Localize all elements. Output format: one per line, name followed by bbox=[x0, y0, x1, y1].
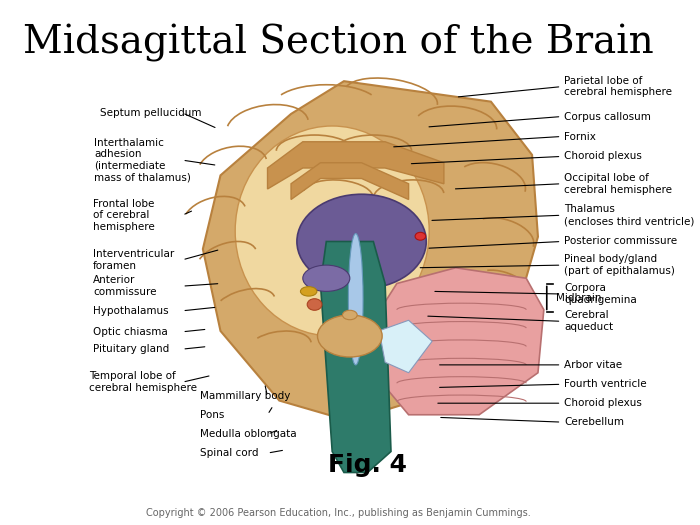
Ellipse shape bbox=[342, 310, 357, 320]
Text: Optic chiasma: Optic chiasma bbox=[93, 327, 168, 337]
Ellipse shape bbox=[300, 287, 317, 296]
Ellipse shape bbox=[307, 299, 322, 310]
Ellipse shape bbox=[349, 234, 363, 365]
Text: Anterior
commissure: Anterior commissure bbox=[93, 275, 156, 297]
Text: Copyright © 2006 Pearson Education, Inc., publishing as Benjamin Cummings.: Copyright © 2006 Pearson Education, Inc.… bbox=[146, 508, 531, 519]
Text: Posterior commissure: Posterior commissure bbox=[564, 236, 678, 247]
Ellipse shape bbox=[235, 126, 429, 336]
Ellipse shape bbox=[297, 194, 426, 289]
Text: Interthalamic
adhesion
(intermediate
mass of thalamus): Interthalamic adhesion (intermediate mas… bbox=[94, 138, 191, 183]
Text: Cerebral
aqueduct: Cerebral aqueduct bbox=[564, 310, 613, 332]
Text: Fourth ventricle: Fourth ventricle bbox=[564, 379, 647, 390]
Text: Hypothalamus: Hypothalamus bbox=[93, 306, 169, 316]
Text: Arbor vitae: Arbor vitae bbox=[564, 360, 622, 370]
Text: Occipital lobe of
cerebral hemisphere: Occipital lobe of cerebral hemisphere bbox=[564, 173, 673, 195]
Text: Pituitary gland: Pituitary gland bbox=[93, 344, 169, 354]
Text: Corpora
quadrigemina: Corpora quadrigemina bbox=[564, 283, 637, 305]
Text: Pineal body/gland
(part of epithalamus): Pineal body/gland (part of epithalamus) bbox=[564, 254, 676, 276]
Text: Mammillary body: Mammillary body bbox=[200, 391, 290, 402]
Text: Medulla oblongata: Medulla oblongata bbox=[200, 429, 297, 439]
Polygon shape bbox=[321, 242, 391, 472]
Text: Pons: Pons bbox=[200, 410, 224, 420]
Text: Parietal lobe of
cerebral hemisphere: Parietal lobe of cerebral hemisphere bbox=[564, 76, 673, 98]
Text: Midbrain: Midbrain bbox=[556, 293, 601, 303]
Polygon shape bbox=[203, 81, 538, 421]
Polygon shape bbox=[379, 320, 432, 373]
Polygon shape bbox=[291, 163, 409, 200]
Polygon shape bbox=[373, 268, 544, 415]
Text: Cerebellum: Cerebellum bbox=[564, 417, 624, 427]
Text: Fig. 4: Fig. 4 bbox=[328, 453, 407, 477]
Text: Spinal cord: Spinal cord bbox=[200, 448, 258, 458]
Bar bbox=[132, 47, 567, 467]
Polygon shape bbox=[267, 142, 444, 189]
Text: Frontal lobe
of cerebral
hemisphere: Frontal lobe of cerebral hemisphere bbox=[93, 198, 155, 232]
Ellipse shape bbox=[415, 232, 426, 240]
Text: Choroid plexus: Choroid plexus bbox=[564, 398, 643, 408]
Text: Temporal lobe of
cerebral hemisphere: Temporal lobe of cerebral hemisphere bbox=[90, 371, 197, 393]
Text: Septum pellucidum: Septum pellucidum bbox=[100, 108, 202, 118]
Text: Thalamus
(encloses third ventricle): Thalamus (encloses third ventricle) bbox=[564, 204, 695, 226]
Text: Fornix: Fornix bbox=[564, 131, 596, 142]
Text: Interventricular
foramen: Interventricular foramen bbox=[93, 249, 174, 271]
Ellipse shape bbox=[318, 315, 382, 357]
Text: Choroid plexus: Choroid plexus bbox=[564, 151, 643, 162]
Ellipse shape bbox=[303, 265, 350, 291]
Text: Midsagittal Section of the Brain: Midsagittal Section of the Brain bbox=[22, 24, 653, 61]
Text: Corpus callosum: Corpus callosum bbox=[564, 111, 651, 122]
